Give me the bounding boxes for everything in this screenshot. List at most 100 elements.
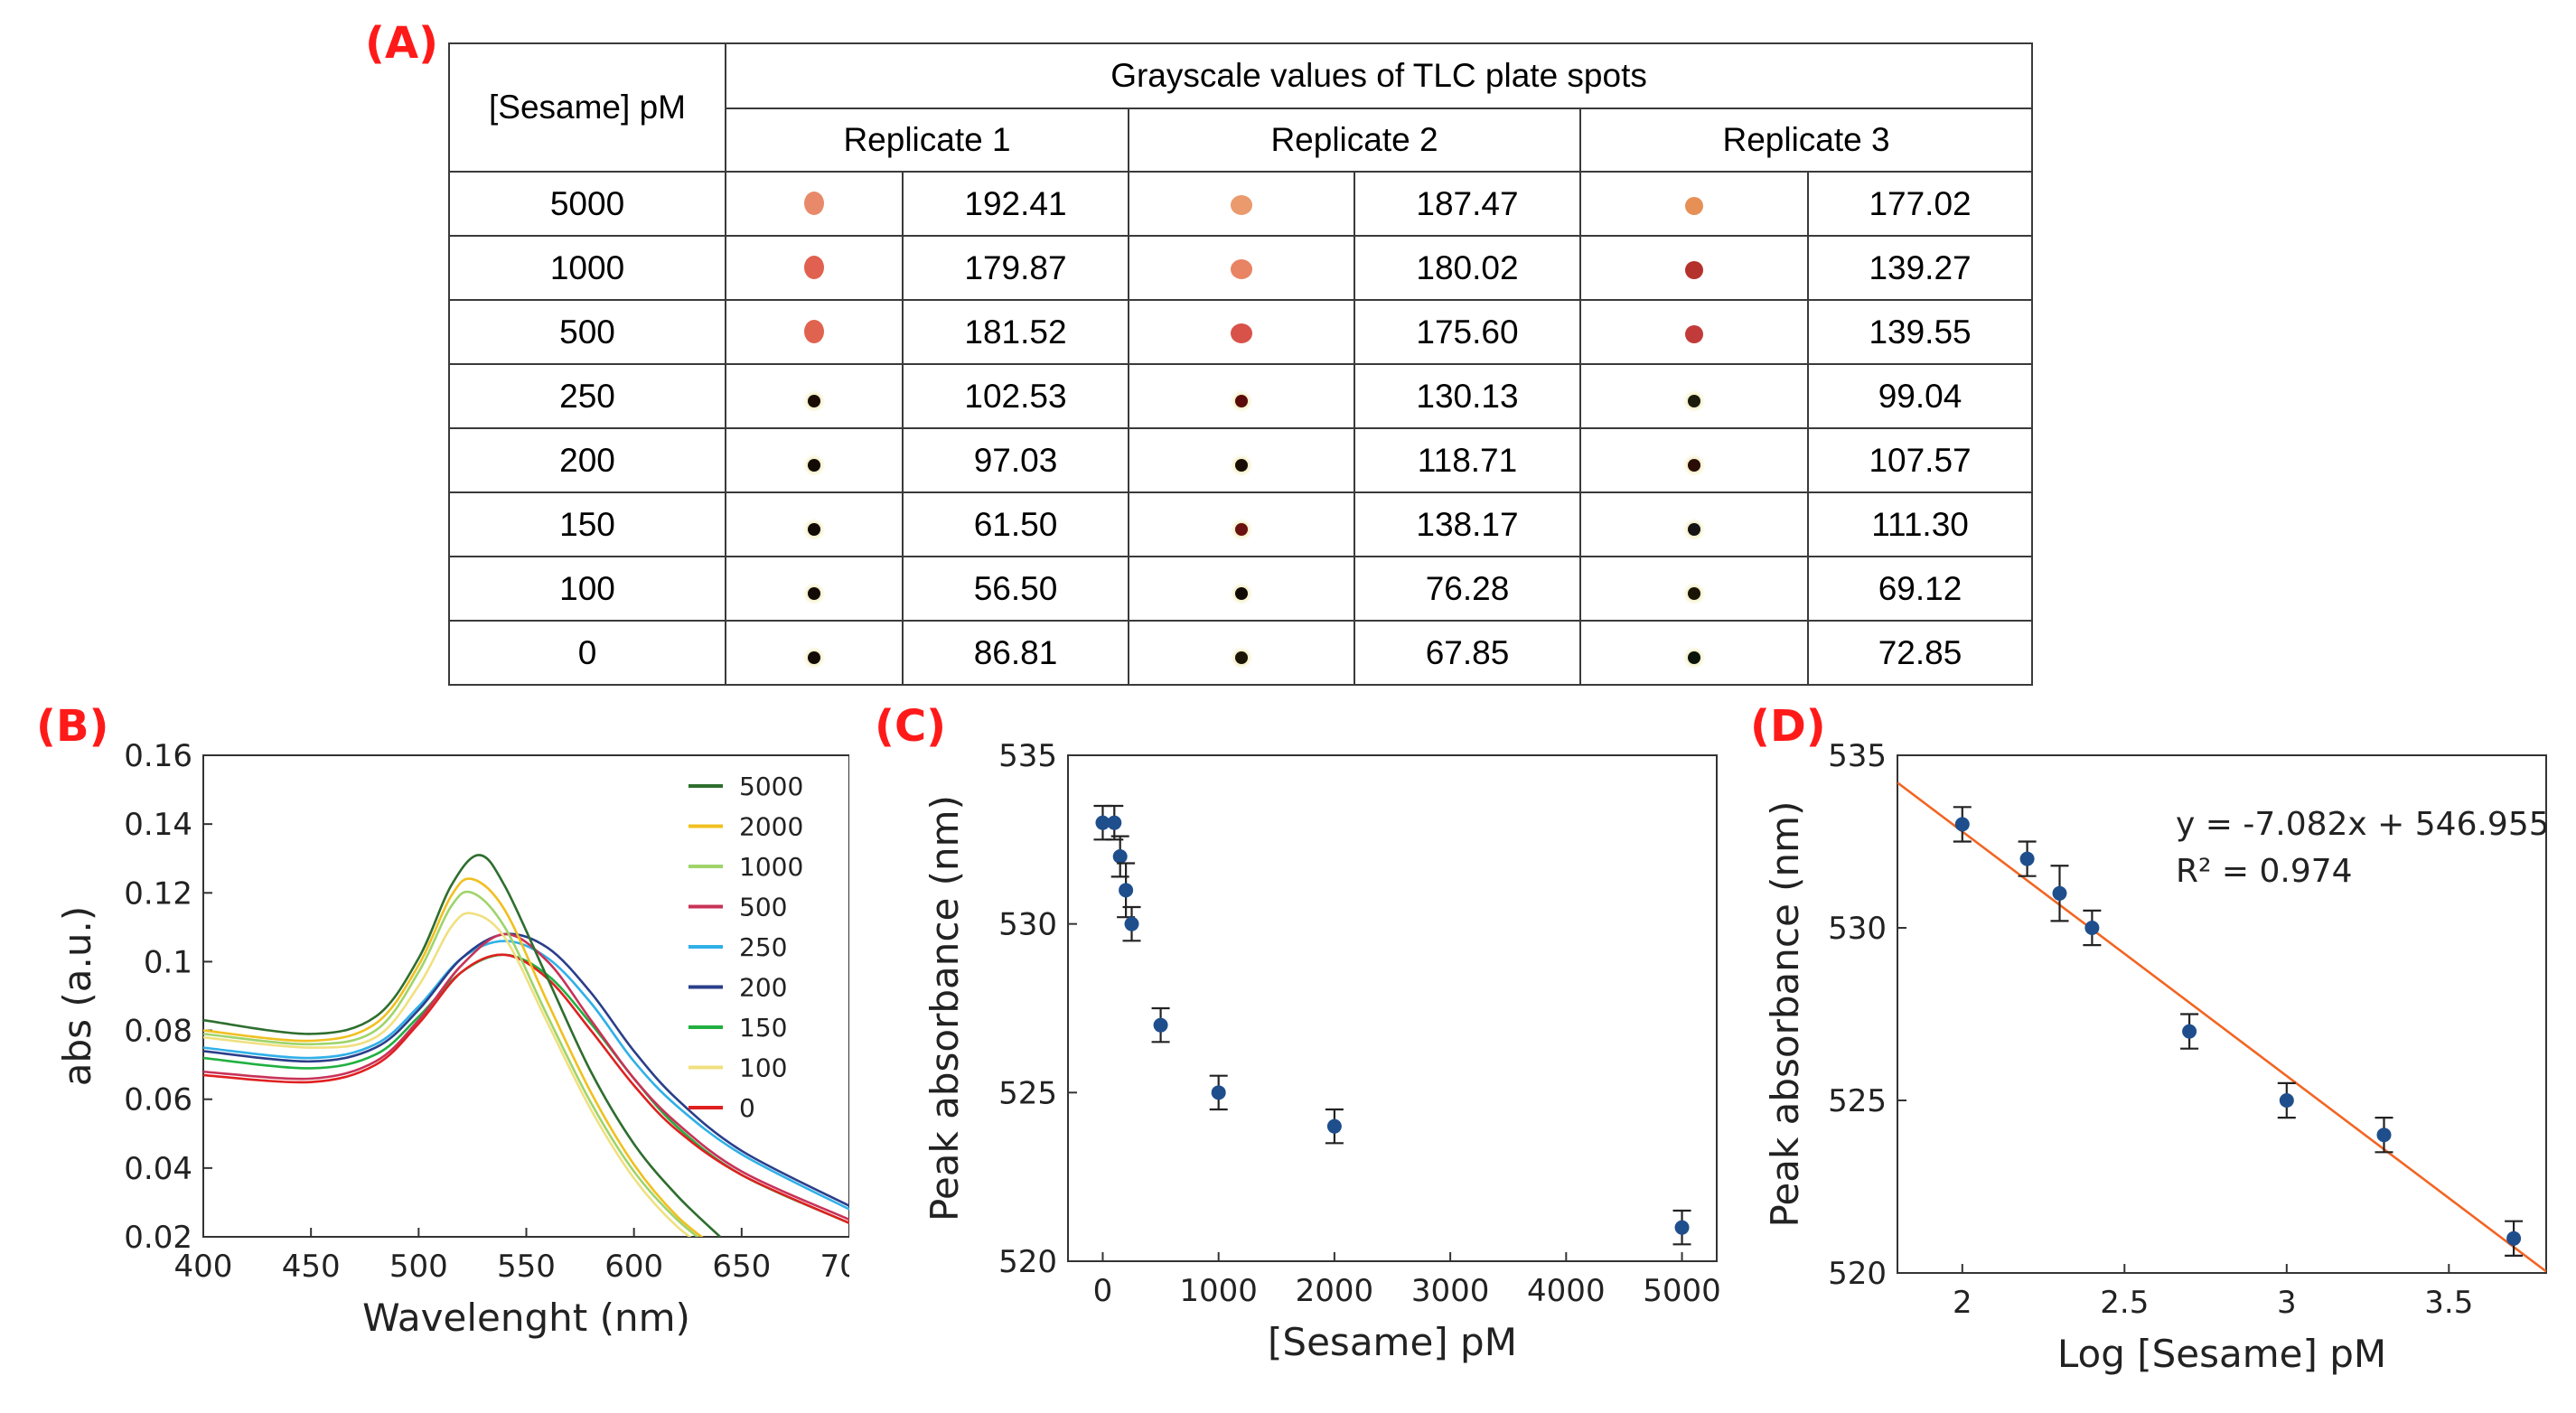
y-axis-label: Peak absorbance (nm) <box>1763 801 1807 1228</box>
legend-label-200: 200 <box>739 973 787 1003</box>
spot-cell <box>1128 171 1355 237</box>
fit-line <box>1897 781 2546 1273</box>
legend-label-5000: 5000 <box>739 772 803 801</box>
y-tick-label: 535 <box>998 738 1057 774</box>
spot-cell <box>725 620 904 686</box>
grayscale-value-cell: 69.12 <box>1806 556 2034 622</box>
data-point <box>2019 851 2035 866</box>
grayscale-value-cell: 72.85 <box>1806 620 2034 686</box>
legend-label-250: 250 <box>739 932 787 962</box>
legend-label-500: 500 <box>739 893 787 922</box>
spot-cell <box>1579 620 1809 686</box>
header-replicate-2: Replicate 2 <box>1128 108 1581 173</box>
tlc-spot <box>1688 650 1700 664</box>
spot-cell <box>725 427 904 493</box>
y-axis-label: Peak absorbance (nm) <box>923 795 967 1221</box>
tlc-spot <box>808 522 820 536</box>
grayscale-value-cell: 130.13 <box>1354 363 1581 429</box>
tlc-spot <box>1688 586 1700 600</box>
y-axis-label: abs (a.u.) <box>55 906 99 1086</box>
x-tick-label: 3000 <box>1411 1273 1490 1309</box>
spot-cell <box>725 235 904 301</box>
tlc-spot <box>1685 196 1703 215</box>
grayscale-value-cell: 179.87 <box>902 235 1129 301</box>
y-tick-label: 0.06 <box>124 1082 192 1118</box>
plot-frame <box>1897 754 2547 1274</box>
y-tick-label: 525 <box>1828 1083 1887 1119</box>
grayscale-value-cell: 111.30 <box>1806 491 2034 557</box>
grayscale-value-cell: 76.28 <box>1354 556 1581 622</box>
tlc-spot <box>1235 522 1248 536</box>
x-tick-label: 3.5 <box>2424 1285 2473 1321</box>
x-tick-label: 4000 <box>1527 1273 1606 1309</box>
spot-cell <box>1128 491 1355 557</box>
conc-cell: 200 <box>448 427 726 493</box>
tlc-spot <box>808 458 820 472</box>
tlc-spot <box>1231 323 1252 343</box>
data-point <box>1095 815 1110 830</box>
tlc-spot <box>808 586 820 600</box>
tlc-spot <box>804 191 824 215</box>
x-tick-label: 0 <box>1093 1273 1113 1309</box>
chart-b-spectra: 400 450 500 550 600 650 700 0.02 0.04 0.06 0.08 0.1… <box>55 738 849 1340</box>
tlc-spot <box>1688 394 1700 407</box>
spot-cell <box>1579 363 1809 429</box>
series-line-5000 <box>203 854 721 1237</box>
spot-cell <box>1128 427 1355 493</box>
table-row: 250 102.53 130.13 99.04 <box>448 363 2034 429</box>
table-row: 200 97.03 118.71 107.57 <box>448 427 2034 493</box>
tlc-spot <box>1688 522 1700 536</box>
tlc-spot <box>1685 260 1703 279</box>
x-tick-label: 450 <box>282 1249 341 1285</box>
legend-label-2000: 2000 <box>739 812 803 842</box>
spot-cell <box>1579 299 1809 365</box>
tlc-spot <box>1231 258 1252 279</box>
x-tick-label: 500 <box>389 1249 448 1285</box>
grayscale-value-cell: 187.47 <box>1354 171 1581 237</box>
data-point <box>1107 815 1122 830</box>
data-point <box>1112 849 1128 864</box>
table-row: 100 56.50 76.28 69.12 <box>448 556 2034 622</box>
spot-cell <box>725 363 904 429</box>
tlc-spot <box>1235 586 1248 600</box>
spot-cell <box>1128 363 1355 429</box>
x-tick-label: 400 <box>174 1249 233 1285</box>
header-sesame-conc: [Sesame] pM <box>448 42 726 173</box>
series-line-2000 <box>203 877 704 1237</box>
x-tick-label: 2 <box>1953 1285 1972 1321</box>
data-point <box>2182 1024 2197 1039</box>
spot-cell <box>1128 556 1355 622</box>
y-tick-label: 535 <box>1828 738 1887 774</box>
panel-label-c: (C) <box>875 701 947 752</box>
x-tick-label: 700 <box>820 1249 849 1285</box>
panel-label-b: (B) <box>36 701 109 752</box>
data-point <box>1954 817 1970 832</box>
chart-d-peak-vs-log-conc: 2 2.5 3 3.5 520 525 530 535 Log [Sesame] pM Peak … <box>1763 738 2550 1376</box>
conc-cell: 0 <box>448 620 726 686</box>
grayscale-value-cell: 118.71 <box>1354 427 1581 493</box>
tlc-spot <box>1235 458 1248 472</box>
spot-cell <box>1128 299 1355 365</box>
x-tick-label: 1000 <box>1179 1273 1258 1309</box>
series-line-150 <box>203 953 849 1224</box>
table-row: 0 86.81 67.85 72.85 <box>448 620 2034 686</box>
y-tick-label: 525 <box>998 1075 1057 1111</box>
plot-frame <box>1067 754 1718 1262</box>
header-replicate-3: Replicate 3 <box>1578 108 2034 173</box>
grayscale-value-cell: 181.52 <box>902 299 1129 365</box>
conc-cell: 100 <box>448 556 726 622</box>
data-point <box>2506 1231 2522 1246</box>
conc-cell: 1000 <box>448 235 726 301</box>
header-replicate-1: Replicate 1 <box>725 108 1129 173</box>
spot-cell <box>1128 620 1355 686</box>
tlc-spot <box>1685 324 1703 343</box>
grayscale-value-cell: 86.81 <box>902 620 1129 686</box>
legend-label-0: 0 <box>739 1093 755 1123</box>
tlc-spot <box>1235 394 1248 407</box>
spot-cell <box>1579 491 1809 557</box>
data-point <box>2376 1128 2392 1143</box>
x-tick-label: 2000 <box>1296 1273 1374 1309</box>
tlc-spot <box>804 319 824 343</box>
data-point <box>1119 883 1134 898</box>
spot-cell <box>1579 235 1809 301</box>
